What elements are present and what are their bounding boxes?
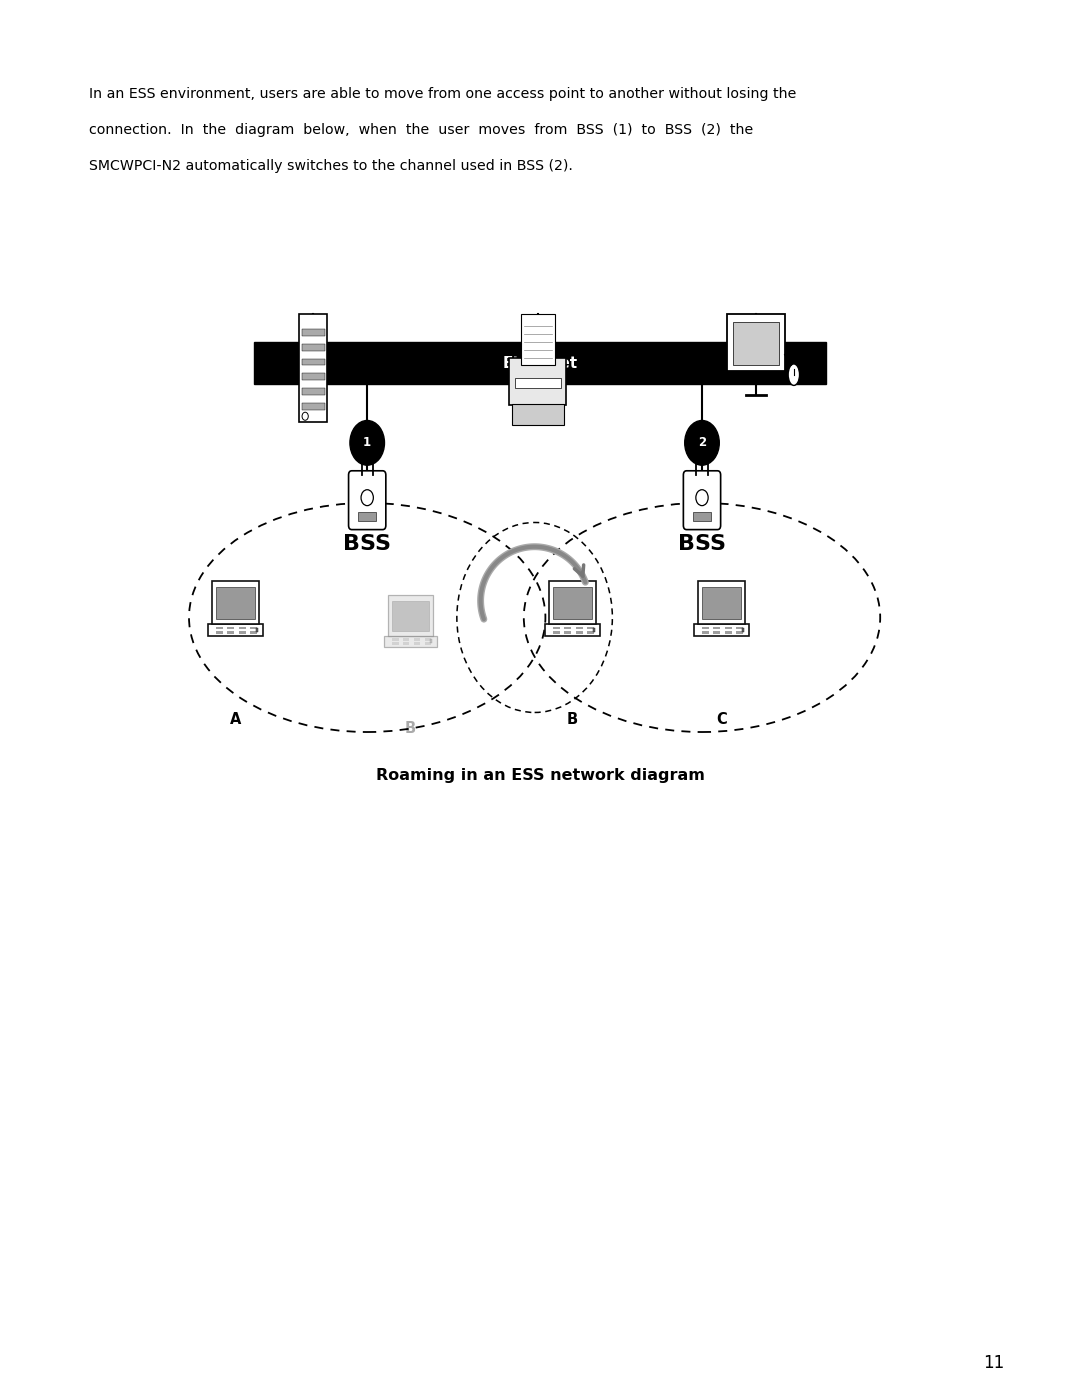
Text: A: A xyxy=(230,712,241,728)
Circle shape xyxy=(361,490,374,506)
Text: Roaming in an ESS network diagram: Roaming in an ESS network diagram xyxy=(376,768,704,784)
Text: SMCWPCI-N2 automatically switches to the channel used in BSS (2).: SMCWPCI-N2 automatically switches to the… xyxy=(89,159,572,173)
Bar xyxy=(728,314,784,372)
Bar xyxy=(212,581,259,624)
FancyBboxPatch shape xyxy=(684,471,720,529)
Bar xyxy=(702,627,708,629)
Bar xyxy=(414,643,420,645)
Bar xyxy=(301,373,325,380)
Text: BSS: BSS xyxy=(343,534,391,553)
Bar xyxy=(514,379,562,388)
Bar xyxy=(301,344,325,351)
Bar xyxy=(216,587,255,619)
Bar xyxy=(256,627,258,631)
Bar xyxy=(424,643,431,645)
Bar xyxy=(737,627,743,629)
Bar xyxy=(512,404,564,425)
Bar xyxy=(403,643,409,645)
Bar xyxy=(593,627,595,631)
Bar xyxy=(544,624,600,636)
Bar xyxy=(553,627,559,629)
Bar xyxy=(510,358,566,405)
Bar xyxy=(698,581,745,624)
Text: 2: 2 xyxy=(698,436,706,450)
Bar xyxy=(588,631,594,633)
Bar xyxy=(565,627,571,629)
Bar xyxy=(392,638,399,641)
Bar xyxy=(299,314,327,422)
Bar xyxy=(357,511,377,521)
Bar xyxy=(216,627,222,629)
Bar xyxy=(228,631,234,633)
Bar xyxy=(251,627,257,629)
Text: 1: 1 xyxy=(363,436,372,450)
Bar xyxy=(693,624,750,636)
Circle shape xyxy=(350,420,384,465)
Bar xyxy=(565,631,571,633)
Bar xyxy=(588,627,594,629)
Bar xyxy=(301,388,325,395)
Text: B: B xyxy=(567,712,578,728)
Bar xyxy=(521,314,555,365)
Bar xyxy=(725,627,732,629)
Circle shape xyxy=(302,412,308,420)
Bar xyxy=(301,330,325,335)
Text: C: C xyxy=(716,712,727,728)
Bar xyxy=(702,631,708,633)
Text: BSS: BSS xyxy=(678,534,726,553)
Bar xyxy=(725,631,732,633)
Bar xyxy=(384,636,436,647)
Bar xyxy=(553,587,592,619)
Bar xyxy=(254,342,826,384)
Bar xyxy=(207,624,264,636)
Bar xyxy=(576,627,583,629)
Bar xyxy=(216,631,222,633)
Bar xyxy=(702,587,741,619)
Bar xyxy=(576,631,583,633)
Ellipse shape xyxy=(788,365,799,386)
Bar xyxy=(392,601,429,631)
Bar xyxy=(732,321,780,365)
Bar xyxy=(228,627,234,629)
Bar xyxy=(424,638,431,641)
Bar xyxy=(737,631,743,633)
Bar xyxy=(251,631,257,633)
Bar xyxy=(239,627,246,629)
Bar xyxy=(301,402,325,409)
Bar xyxy=(301,359,325,365)
Text: In an ESS environment, users are able to move from one access point to another w: In an ESS environment, users are able to… xyxy=(89,87,796,101)
Bar xyxy=(414,638,420,641)
Text: connection.  In  the  diagram  below,  when  the  user  moves  from  BSS  (1)  t: connection. In the diagram below, when t… xyxy=(89,123,753,137)
Bar xyxy=(742,627,744,631)
Circle shape xyxy=(685,420,719,465)
Text: Ethernet: Ethernet xyxy=(502,356,578,370)
Bar xyxy=(392,643,399,645)
Bar xyxy=(388,595,433,636)
Bar xyxy=(403,638,409,641)
Bar xyxy=(714,627,720,629)
Text: B: B xyxy=(405,721,416,736)
Bar xyxy=(430,640,432,643)
Bar xyxy=(692,511,712,521)
Bar xyxy=(549,581,596,624)
Bar xyxy=(239,631,246,633)
Bar xyxy=(553,631,559,633)
Text: 11: 11 xyxy=(983,1354,1004,1372)
FancyBboxPatch shape xyxy=(349,471,386,529)
Circle shape xyxy=(696,490,708,506)
Bar xyxy=(714,631,720,633)
